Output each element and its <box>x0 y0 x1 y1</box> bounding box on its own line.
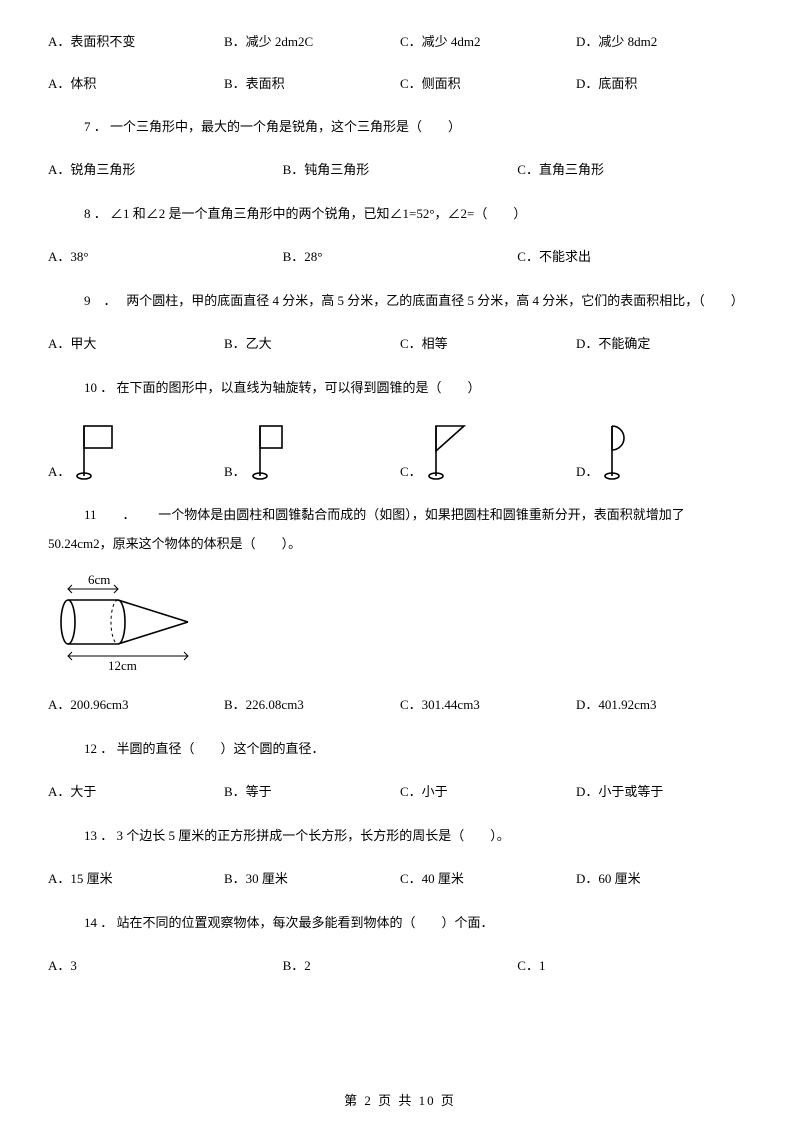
question-13: 13 ． 3 个边长 5 厘米的正方形拼成一个长方形，长方形的周长是（ ）。 <box>48 824 752 847</box>
q12-options: A．大于 B．等于 C．小于 D．小于或等于 <box>48 782 752 802</box>
q13b: B．30 厘米 <box>224 869 400 889</box>
q6d: D．减少 8dm2 <box>576 32 752 52</box>
q11-dim1: 6cm <box>88 572 110 587</box>
q14a: A．3 <box>48 956 283 976</box>
q9a: A．甲大 <box>48 334 224 354</box>
q6-2c: C．侧面积 <box>400 74 576 94</box>
q8-options: A．38° B．28° C．不能求出 <box>48 247 752 267</box>
q11d: D．401.92cm3 <box>576 695 752 715</box>
q8b: B．28° <box>283 247 518 267</box>
q11b: B．226.08cm3 <box>224 695 400 715</box>
q10-option-a: A． <box>48 421 224 481</box>
page-footer: 第 2 页 共 10 页 <box>0 1091 800 1111</box>
q6b: B．减少 2dm2C <box>224 32 400 52</box>
q10-text: 在下面的图形中，以直线为轴旋转，可以得到圆锥的是（ ） <box>117 380 481 395</box>
q11-dim2: 12cm <box>108 658 137 672</box>
q9b: B．乙大 <box>224 334 400 354</box>
question-7: 7 ． 一个三角形中，最大的一个角是锐角，这个三角形是（ ） <box>48 115 752 138</box>
q8-text: ∠1 和∠2 是一个直角三角形中的两个锐角，已知∠1=52°，∠2=（ ） <box>110 206 526 221</box>
question-9: 9 ． 两个圆柱，甲的底面直径 4 分米，高 5 分米，乙的底面直径 5 分米，… <box>48 289 752 312</box>
q14-text: 站在不同的位置观察物体，每次最多能看到物体的（ ）个面． <box>117 915 494 930</box>
question-11: 11 ． 一个物体是由圆柱和圆锥黏合而成的（如图），如果把圆柱和圆锥重新分开，表… <box>48 503 752 526</box>
q12c: C．小于 <box>400 782 576 802</box>
q14c: C．1 <box>517 956 752 976</box>
q7-options: A．锐角三角形 B．钝角三角形 C．直角三角形 <box>48 160 752 180</box>
q7-text: 一个三角形中，最大的一个角是锐角，这个三角形是（ ） <box>110 119 461 134</box>
q6a: A．表面积不变 <box>48 32 224 52</box>
q12-text: 半圆的直径（ ）这个圆的直径． <box>117 741 325 756</box>
q10-label: 10 ． <box>84 380 113 395</box>
q12-label: 12 ． <box>84 741 113 756</box>
q10d-letter: D． <box>576 462 598 482</box>
flag-semicircle-icon <box>602 421 662 481</box>
q10a-letter: A． <box>48 462 70 482</box>
q14-options: A．3 B．2 C．1 <box>48 956 752 976</box>
q10c-letter: C． <box>400 462 422 482</box>
q8a: A．38° <box>48 247 283 267</box>
q7a: A．锐角三角形 <box>48 160 283 180</box>
q10-option-c: C． <box>400 421 576 481</box>
q13d: D．60 厘米 <box>576 869 752 889</box>
q13-text: 3 个边长 5 厘米的正方形拼成一个长方形，长方形的周长是（ ）。 <box>117 828 510 843</box>
q6-options-row2: A．体积 B．表面积 C．侧面积 D．底面积 <box>48 74 752 94</box>
q6-2b: B．表面积 <box>224 74 400 94</box>
q11c: C．301.44cm3 <box>400 695 576 715</box>
question-8: 8 ． ∠1 和∠2 是一个直角三角形中的两个锐角，已知∠1=52°，∠2=（ … <box>48 202 752 225</box>
q11-text: 一个物体是由圆柱和圆锥黏合而成的（如图），如果把圆柱和圆锥重新分开，表面积就增加… <box>158 507 685 522</box>
q14b: B．2 <box>283 956 518 976</box>
q13c: C．40 厘米 <box>400 869 576 889</box>
q11-figure: 6cm 12cm <box>48 572 752 678</box>
q8-label: 8 ． <box>84 206 107 221</box>
q10-figure-options: A． B． C． D． <box>48 421 752 481</box>
question-12: 12 ． 半圆的直径（ ）这个圆的直径． <box>48 737 752 760</box>
flag-rect-icon <box>74 421 134 481</box>
q10b-letter: B． <box>224 462 246 482</box>
cylinder-cone-icon: 6cm 12cm <box>48 572 218 672</box>
q14-label: 14 ． <box>84 915 113 930</box>
q7b: B．钝角三角形 <box>283 160 518 180</box>
q11-text2: 50.24cm2，原来这个物体的体积是（ ）。 <box>48 532 752 555</box>
q12b: B．等于 <box>224 782 400 802</box>
q10-option-d: D． <box>576 421 752 481</box>
q6-2d: D．底面积 <box>576 74 752 94</box>
q6c: C．减少 4dm2 <box>400 32 576 52</box>
question-10: 10 ． 在下面的图形中，以直线为轴旋转，可以得到圆锥的是（ ） <box>48 376 752 399</box>
flag-triangle-icon <box>426 421 486 481</box>
q12d: D．小于或等于 <box>576 782 752 802</box>
q13-options: A．15 厘米 B．30 厘米 C．40 厘米 D．60 厘米 <box>48 869 752 889</box>
question-14: 14 ． 站在不同的位置观察物体，每次最多能看到物体的（ ）个面． <box>48 911 752 934</box>
q6-options-row1: A．表面积不变 B．减少 2dm2C C．减少 4dm2 D．减少 8dm2 <box>48 32 752 52</box>
q9-options: A．甲大 B．乙大 C．相等 D．不能确定 <box>48 334 752 354</box>
q12a: A．大于 <box>48 782 224 802</box>
q11a: A．200.96cm3 <box>48 695 224 715</box>
q11-label: 11 ． <box>84 507 155 522</box>
q6-2a: A．体积 <box>48 74 224 94</box>
q7c: C．直角三角形 <box>517 160 752 180</box>
q13-label: 13 ． <box>84 828 113 843</box>
q7-label: 7 ． <box>84 119 107 134</box>
q9d: D．不能确定 <box>576 334 752 354</box>
q13a: A．15 厘米 <box>48 869 224 889</box>
q8c: C．不能求出 <box>517 247 752 267</box>
q11-options: A．200.96cm3 B．226.08cm3 C．301.44cm3 D．40… <box>48 695 752 715</box>
q10-option-b: B． <box>224 421 400 481</box>
q9-label: 9 ． <box>84 293 123 308</box>
q9c: C．相等 <box>400 334 576 354</box>
flag-square-icon <box>250 421 310 481</box>
q9-text: 两个圆柱，甲的底面直径 4 分米，高 5 分米，乙的底面直径 5 分米，高 4 … <box>126 293 744 308</box>
